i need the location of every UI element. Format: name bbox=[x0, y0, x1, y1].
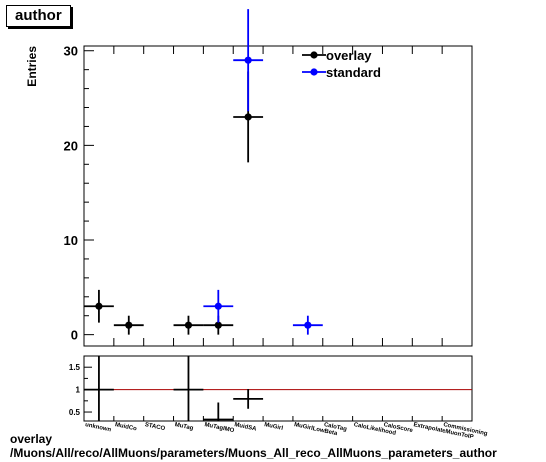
legend-label-standard: standard bbox=[326, 65, 381, 80]
ratio-y-tick-label: 1.5 bbox=[69, 363, 81, 372]
data-point-overlay bbox=[173, 315, 204, 335]
footer-path: /Muons/All/reco/AllMuons/parameters/Muon… bbox=[10, 446, 497, 460]
data-point-standard bbox=[233, 9, 264, 112]
legend: overlay standard bbox=[302, 48, 381, 80]
ratio-point bbox=[84, 356, 114, 421]
ratio-y-tick-label: 1 bbox=[76, 386, 81, 395]
marker bbox=[184, 321, 193, 329]
category-label: MuGirl bbox=[264, 422, 284, 432]
ratio-point bbox=[203, 402, 234, 421]
marker bbox=[214, 321, 222, 329]
category-label: MuTag bbox=[174, 422, 194, 432]
y-tick-label: 10 bbox=[64, 233, 78, 248]
y-tick-label: 30 bbox=[64, 44, 78, 59]
legend-marker-overlay bbox=[310, 51, 318, 59]
data-point-overlay bbox=[84, 289, 114, 323]
ratio-point bbox=[173, 356, 204, 421]
main-data-marks bbox=[84, 9, 323, 335]
marker bbox=[214, 302, 222, 310]
legend-marker-standard bbox=[310, 68, 318, 76]
main-plot-frame bbox=[83, 45, 473, 347]
category-label: STACO bbox=[144, 422, 166, 432]
marker bbox=[244, 56, 252, 64]
category-label: MuidCo bbox=[114, 422, 137, 433]
main-frame-rect bbox=[83, 45, 473, 347]
ratio-data-marks bbox=[84, 356, 472, 421]
data-point-standard bbox=[203, 289, 234, 323]
data-point-standard bbox=[292, 315, 323, 335]
footer-label: overlay bbox=[10, 432, 53, 446]
legend-label-overlay: overlay bbox=[326, 48, 372, 63]
ratio-point bbox=[233, 389, 264, 409]
ratio-y-tick-label: 0.5 bbox=[69, 408, 81, 417]
y-axis-label: Entries bbox=[25, 46, 39, 87]
marker bbox=[244, 113, 252, 121]
ratio-frame-rect bbox=[83, 355, 473, 422]
marker bbox=[95, 302, 103, 310]
data-point-overlay bbox=[113, 315, 144, 335]
y-tick-label: 20 bbox=[64, 138, 78, 153]
y-tick-label: 0 bbox=[71, 328, 78, 343]
category-label: MuidSA bbox=[234, 422, 258, 433]
marker bbox=[304, 321, 312, 329]
ratio-plot-frame bbox=[83, 355, 473, 422]
main-x-axis bbox=[83, 46, 473, 346]
category-label: CaloTag bbox=[323, 422, 347, 433]
category-label: unknown bbox=[85, 422, 112, 433]
footer: overlay /Muons/All/reco/AllMuons/paramet… bbox=[10, 432, 497, 460]
main-y-axis: 0 10 20 30 bbox=[64, 44, 94, 343]
histogram-title: author bbox=[6, 5, 71, 27]
marker bbox=[125, 321, 133, 329]
